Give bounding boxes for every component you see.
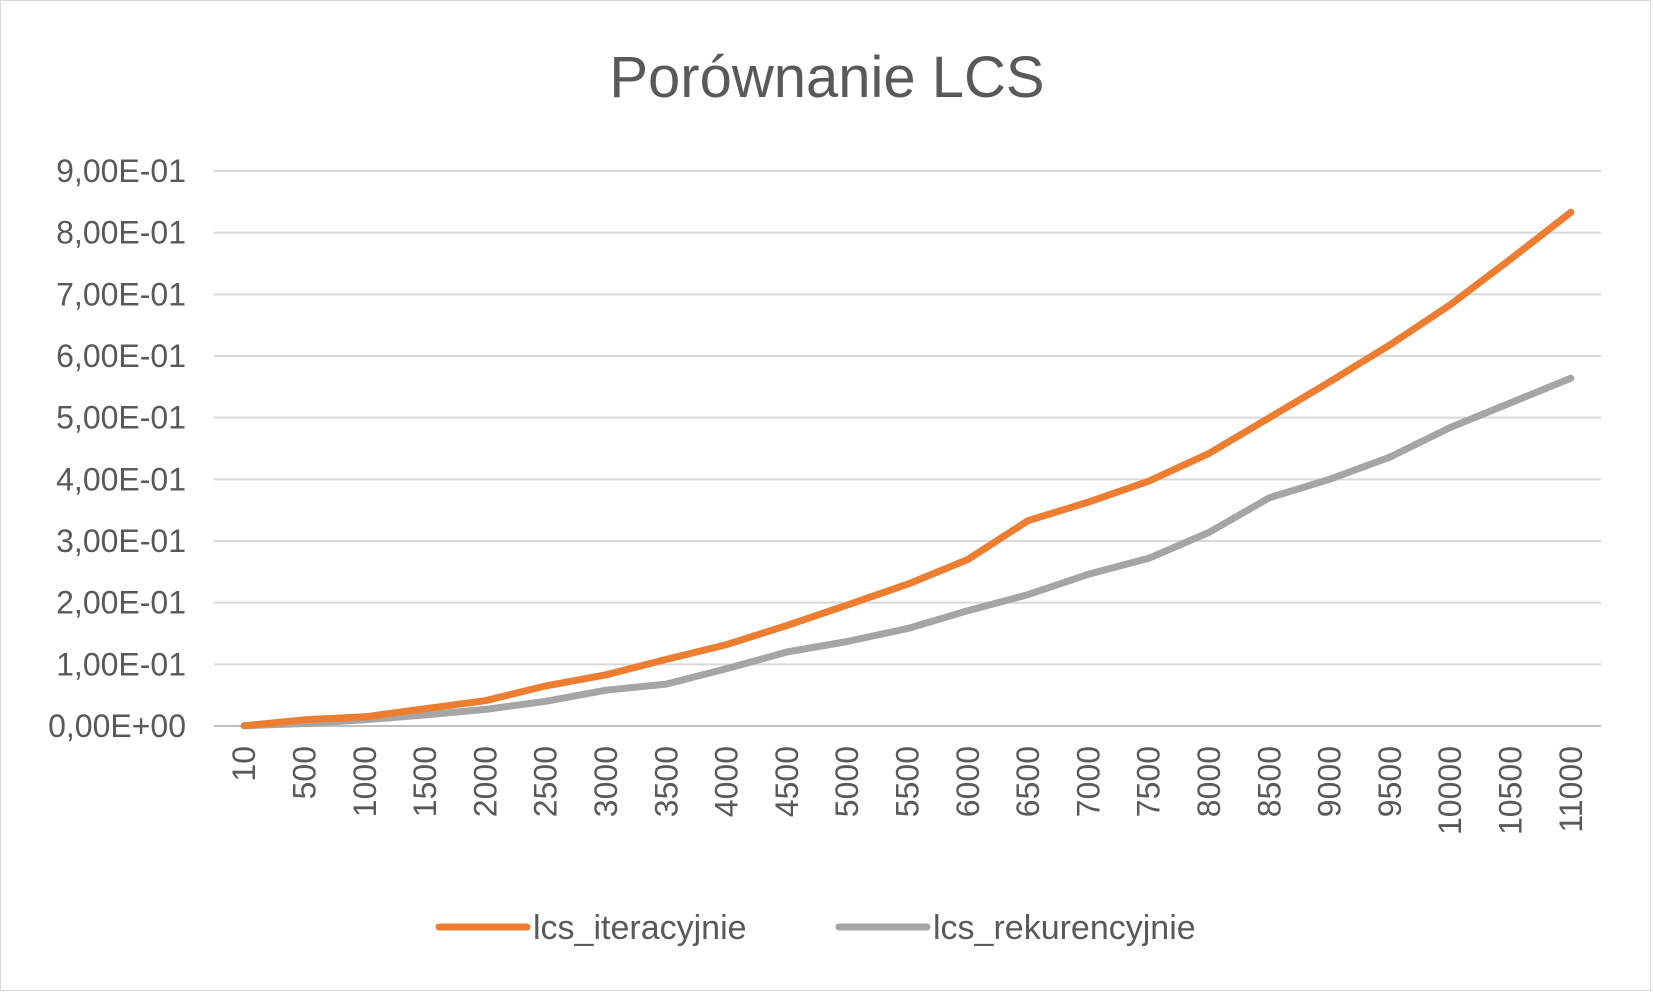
- y-tick-label: 2,00E-01: [56, 585, 186, 621]
- x-tick-label: 1000: [347, 746, 383, 817]
- x-tick-label: 2500: [528, 746, 564, 817]
- x-tick-label: 10500: [1493, 746, 1529, 835]
- x-tick-label: 7000: [1070, 746, 1106, 817]
- x-tick-label: 2000: [467, 746, 503, 817]
- series-lines: [240, 208, 1575, 730]
- x-tick-label: 4500: [769, 746, 805, 817]
- x-tick-label: 6000: [950, 746, 986, 817]
- y-tick-label: 9,00E-01: [56, 153, 186, 189]
- y-tick-label: 7,00E-01: [56, 276, 186, 312]
- x-tick-label: 10000: [1432, 746, 1468, 835]
- x-tick-label: 4000: [709, 746, 745, 817]
- y-tick-label: 5,00E-01: [56, 400, 186, 436]
- x-tick-label: 3500: [648, 746, 684, 817]
- series-line-lcs_rekurencyjnie: [240, 374, 1575, 730]
- y-tick-label: 4,00E-01: [56, 461, 186, 497]
- y-axis-ticks: 0,00E+00 1,00E-01 2,00E-01 3,00E-01 4,00E-01…: [48, 153, 186, 744]
- chart-title: Porównanie LCS: [609, 45, 1044, 110]
- y-tick-label: 3,00E-01: [56, 523, 186, 559]
- x-tick-label: 3000: [588, 746, 624, 817]
- x-tick-label: 5000: [829, 746, 865, 817]
- legend-label: lcs_iteracyjnie: [533, 909, 747, 947]
- x-tick-label: 10: [226, 746, 262, 782]
- y-tick-label: 8,00E-01: [56, 215, 186, 251]
- x-tick-label: 11000: [1553, 746, 1589, 833]
- legend: lcs_iteracyjnie lcs_rekurencyjnie: [435, 909, 1196, 947]
- x-tick-label: 7500: [1131, 746, 1167, 817]
- x-tick-label: 1500: [407, 746, 443, 817]
- x-tick-label: 500: [286, 746, 322, 799]
- y-tick-label: 0,00E+00: [48, 708, 186, 744]
- series-line-lcs_iteracyjnie: [240, 208, 1575, 730]
- y-tick-label: 6,00E-01: [56, 338, 186, 374]
- x-tick-label: 8500: [1251, 746, 1287, 817]
- x-axis-ticks: 10 500 1000 1500 2000 2500 3000 3500 4000 4500 500…: [226, 746, 1589, 835]
- x-tick-label: 5500: [890, 746, 926, 817]
- x-tick-label: 9500: [1372, 746, 1408, 817]
- x-tick-label: 9000: [1312, 746, 1348, 817]
- x-tick-label: 6500: [1010, 746, 1046, 817]
- y-tick-label: 1,00E-01: [56, 646, 186, 682]
- x-tick-label: 8000: [1191, 746, 1227, 817]
- gridlines: [214, 170, 1601, 727]
- legend-label: lcs_rekurencyjnie: [933, 909, 1196, 947]
